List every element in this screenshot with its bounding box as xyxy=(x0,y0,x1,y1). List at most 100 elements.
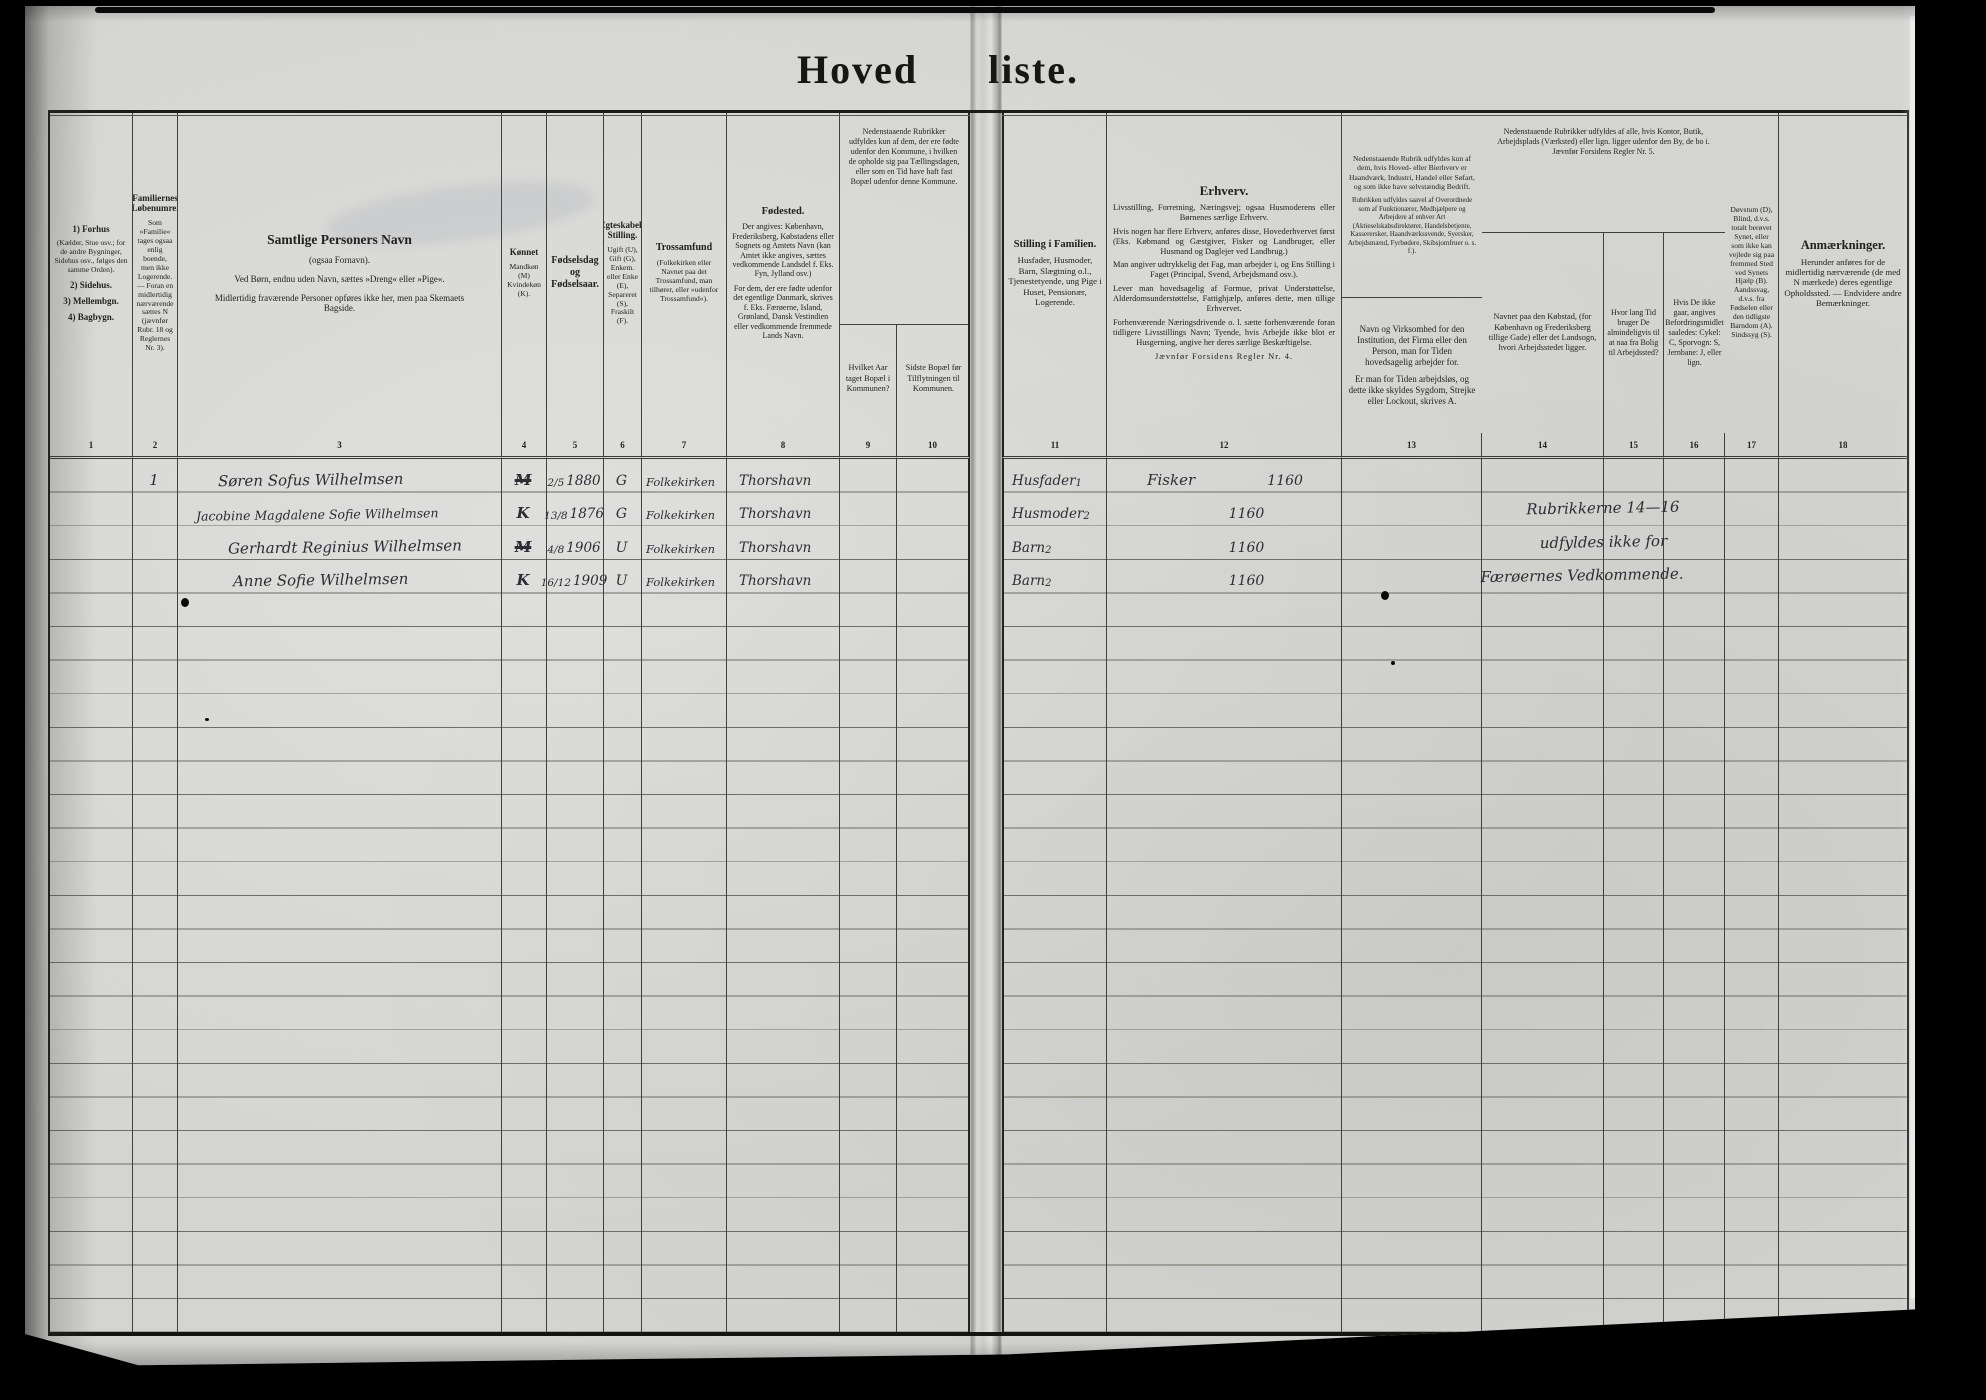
body-col-sidste-bopael xyxy=(897,459,970,1333)
body-col-tid xyxy=(1604,459,1664,1333)
position-mark: 1 xyxy=(1075,477,1082,489)
sex-value: M xyxy=(514,470,532,489)
occupation-code: 1160 xyxy=(1228,506,1265,523)
birth-day: 2/5 xyxy=(547,476,565,489)
arbejdsgiver-text: Navn og Virksomhed for den Institution, … xyxy=(1348,323,1476,407)
body-col-navn: Søren Sofus Wilhelmsen Jacobine Magdalen… xyxy=(178,459,502,1333)
col-number-8: 8 xyxy=(727,433,840,459)
col-number-15: 15 xyxy=(1604,433,1664,459)
birth-day: 16/12 xyxy=(540,577,571,590)
birthplace-value: Thorshavn xyxy=(739,539,812,556)
table-row-name: Søren Sofus Wilhelmsen xyxy=(178,459,501,493)
col-number-11: 11 xyxy=(1002,433,1107,459)
col-number-1: 1 xyxy=(50,433,133,459)
ink-spot xyxy=(181,598,189,607)
page-edge-highlight xyxy=(1910,16,1915,1298)
family-position: Husmoder xyxy=(1012,506,1084,523)
occupation-code: 1160 xyxy=(1267,472,1303,489)
col-number-13: 13 xyxy=(1342,433,1482,459)
birth-year: 1880 xyxy=(566,472,601,489)
birth-year: 1876 xyxy=(569,506,604,523)
column-header-koennet: Kønnet Mandkøn (M) Kvindekøn (K). xyxy=(502,113,547,433)
column-header-foedested: Fødested. Der angives: København, Freder… xyxy=(727,113,840,433)
birth-day: 4/8 xyxy=(547,543,565,556)
column-header-erhverv: Erhverv. Livsstilling, Forretning, Nærin… xyxy=(1107,113,1342,433)
faith-value: Folkekirken xyxy=(646,508,716,523)
col-number-7: 7 xyxy=(642,433,727,459)
body-col-arbejdsgiver xyxy=(1342,459,1482,1333)
col-number-3: 3 xyxy=(178,433,502,459)
faith-value: Folkekirken xyxy=(646,541,716,556)
occupation-value: Fisker xyxy=(1147,470,1196,489)
birthplace-value: Thorshavn xyxy=(739,472,812,489)
col-number-18: 18 xyxy=(1779,433,1907,459)
family-position: Barn xyxy=(1012,573,1046,590)
census-table: 1) Forhus (Kælder, Stue osv.; for de and… xyxy=(48,110,1909,1337)
marital-status: G xyxy=(615,506,628,523)
column-header-stilling-i-familien: Stilling i Familien. Husfader, Husmoder,… xyxy=(1002,113,1107,433)
column-header-trossamfund: Trossamfund (Folkekirken eller Navnet pa… xyxy=(642,113,727,433)
book-page-spread: Hoved liste. 1) Forhus (Kælder, Stue osv… xyxy=(25,6,1915,1366)
column-header-befordringsmiddel: Hvis De ikke gaar, angives Befordringsmi… xyxy=(1665,298,1724,367)
position-mark: 2 xyxy=(1045,544,1052,556)
column-header-navn: Samtlige Personers Navn (ogsaa Fornavn).… xyxy=(178,113,502,433)
body-col-koebstad xyxy=(1482,459,1604,1333)
col-number-9: 9 xyxy=(840,433,897,459)
body-col-erhverv: Fisker 1160 1160 1160 1160 xyxy=(1107,459,1342,1333)
position-mark: 2 xyxy=(1083,511,1090,523)
sex-value: M xyxy=(514,537,532,556)
body-col-koennet: M K M K xyxy=(502,459,547,1333)
page-title: Hoved liste. xyxy=(797,46,1079,93)
family-position: Husfader xyxy=(1012,472,1076,489)
body-col-trossamfund: Folkekirken Folkekirken Folkekirken Folk… xyxy=(642,459,727,1333)
person-name: Anne Sofie Wilhelmsen xyxy=(232,570,409,591)
ink-spot xyxy=(205,718,209,721)
ink-spot xyxy=(1381,591,1389,600)
body-col-foedested: Thorshavn Thorshavn Thorshavn Thorshavn xyxy=(727,459,840,1333)
col-number-16: 16 xyxy=(1664,433,1725,459)
occupation-code: 1160 xyxy=(1228,539,1265,556)
body-col-loebenumre: 1 xyxy=(133,459,178,1333)
body-col-anmaerkninger xyxy=(1779,459,1907,1333)
page-title-left: Hoved xyxy=(797,47,919,92)
faith-value: Folkekirken xyxy=(646,474,716,489)
family-number: 1 xyxy=(149,470,159,489)
body-col-hvilket-aar xyxy=(840,459,897,1333)
column-header-koebstad: Navnet paa den Købstad, (for København o… xyxy=(1482,233,1604,433)
column-header-foedselsdag: Fødselsdag og Fødselsaar. xyxy=(547,113,604,433)
person-name: Søren Sofus Wilhelmsen xyxy=(217,469,404,490)
table-row-name: Anne Sofie Wilhelmsen xyxy=(178,560,501,594)
body-col-befordringsmiddel xyxy=(1664,459,1725,1333)
person-name: Jacobine Magdalene Sofie Wilhelmsen xyxy=(195,505,439,524)
column-header-sidste-bopael: Sidste Bopæl før Tilflytningen til Kommu… xyxy=(905,363,962,394)
scan-shadow-strip xyxy=(95,7,1715,13)
birth-day: 13/8 xyxy=(544,510,568,523)
column-header-doevstum-blind: Døvstum (D), Blind, d.v.s. totalt berøve… xyxy=(1725,113,1779,433)
body-col-aegteskabelig: G G U U xyxy=(604,459,642,1333)
column-header-tilflytning-group: Nedenstaaende Rubrikker udfyldes kun af … xyxy=(840,113,970,433)
col-number-2: 2 xyxy=(133,433,178,459)
family-position: Barn xyxy=(1012,539,1046,556)
col-number-10: 10 xyxy=(897,433,970,459)
col-number-6: 6 xyxy=(604,433,642,459)
body-col-doevstum xyxy=(1725,459,1779,1333)
col-number-17: 17 xyxy=(1725,433,1779,459)
person-name: Gerhardt Reginius Wilhelmsen xyxy=(227,536,463,558)
marital-status: U xyxy=(615,539,628,556)
table-row-name: Jacobine Magdalene Sofie Wilhelmsen xyxy=(178,493,501,527)
position-mark: 2 xyxy=(1045,578,1052,590)
column-header-anmaerkninger: Anmærkninger. Herunder anføres for de mi… xyxy=(1784,237,1902,309)
col-number-14: 14 xyxy=(1482,433,1604,459)
body-col-stilling: Husfader 1 Husmoder 2 Barn 2 Barn 2 xyxy=(1002,459,1107,1333)
body-col-forhus xyxy=(50,459,133,1333)
ink-spot xyxy=(1391,661,1395,665)
column-header-arbejdssted-group: Nedenstaaende Rubrikker udfyldes af alle… xyxy=(1482,113,1725,433)
birthplace-value: Thorshavn xyxy=(739,506,812,523)
col-number-5: 5 xyxy=(547,433,604,459)
marital-status: G xyxy=(615,472,628,489)
column-header-loebenumre: Familiernes Løbenumre. Som »Familie« tag… xyxy=(133,113,178,433)
sex-value: K xyxy=(516,571,530,590)
column-header-forhus: 1) Forhus (Kælder, Stue osv.; for de and… xyxy=(50,113,133,433)
page-title-right: liste. xyxy=(988,47,1079,92)
